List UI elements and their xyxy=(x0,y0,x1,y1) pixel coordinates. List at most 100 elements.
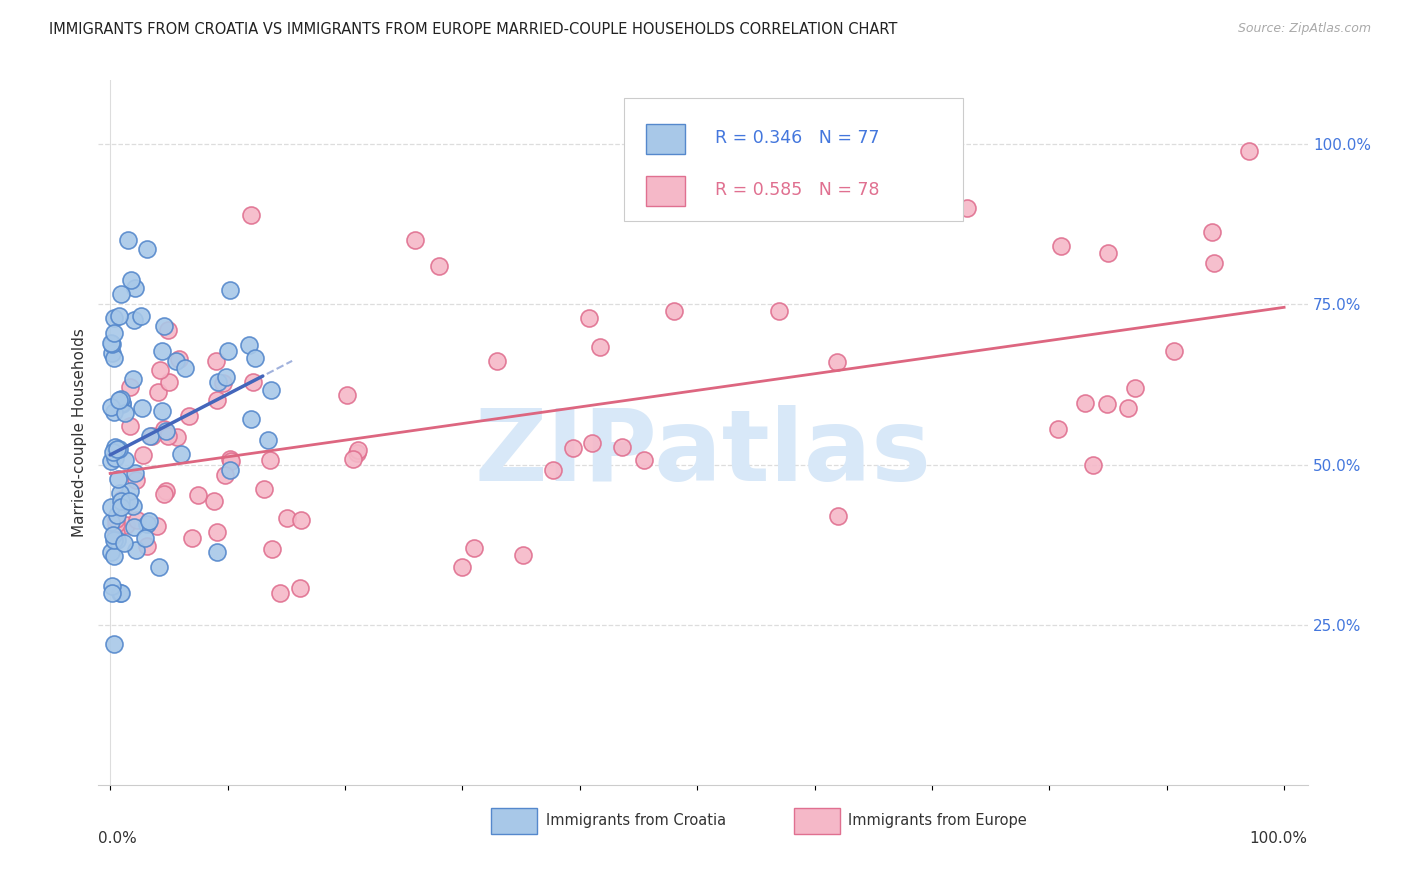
Point xyxy=(100,545,122,559)
Point xyxy=(108,485,131,500)
Point xyxy=(104,450,127,465)
Point xyxy=(100,337,122,351)
Point xyxy=(202,493,225,508)
Point xyxy=(165,353,187,368)
Point xyxy=(181,532,204,546)
Point xyxy=(212,376,235,391)
Point xyxy=(956,202,979,216)
Point xyxy=(451,560,474,574)
Point xyxy=(136,242,159,256)
Point xyxy=(114,453,136,467)
Point xyxy=(664,303,686,318)
FancyBboxPatch shape xyxy=(793,807,839,834)
Point xyxy=(219,454,242,468)
Point xyxy=(153,319,176,334)
Point xyxy=(204,354,226,368)
Point xyxy=(827,508,849,523)
Point xyxy=(205,393,228,408)
Point xyxy=(111,397,134,411)
Point xyxy=(218,463,240,477)
Text: 100.0%: 100.0% xyxy=(1250,830,1308,846)
Point xyxy=(105,525,128,540)
Point xyxy=(157,323,180,337)
Point xyxy=(100,336,122,351)
Point xyxy=(122,372,145,386)
Point xyxy=(110,586,132,600)
Point xyxy=(150,403,173,417)
Point xyxy=(118,418,141,433)
Point xyxy=(768,304,790,318)
Point xyxy=(110,396,132,410)
Point xyxy=(110,493,132,508)
Point xyxy=(105,442,128,456)
Point xyxy=(100,516,122,530)
Text: 0.0%: 0.0% xyxy=(98,830,138,846)
FancyBboxPatch shape xyxy=(647,177,685,206)
Point xyxy=(1095,397,1118,411)
Point xyxy=(105,508,128,523)
Point xyxy=(120,273,142,287)
Point xyxy=(167,351,190,366)
Point xyxy=(110,286,132,301)
Point xyxy=(107,392,129,407)
Point xyxy=(276,511,298,525)
Point xyxy=(463,541,485,555)
Point xyxy=(136,516,159,531)
Point xyxy=(173,360,195,375)
Point xyxy=(486,354,509,368)
Point xyxy=(117,494,139,508)
Point xyxy=(157,429,180,443)
Point xyxy=(114,406,136,420)
Point xyxy=(288,581,311,595)
Point xyxy=(581,436,603,450)
Point xyxy=(217,344,239,359)
Point xyxy=(103,549,125,563)
Point xyxy=(152,344,174,359)
Point xyxy=(103,527,125,541)
Point xyxy=(240,208,263,222)
Point xyxy=(219,452,242,467)
Point xyxy=(155,484,177,499)
Point xyxy=(153,422,176,436)
Point xyxy=(1237,144,1260,158)
Point xyxy=(110,392,132,406)
Point xyxy=(108,310,131,324)
Point xyxy=(105,533,128,548)
Point xyxy=(253,482,276,496)
Point xyxy=(243,351,266,366)
Point xyxy=(103,326,125,341)
Point xyxy=(122,312,145,326)
Point xyxy=(105,512,128,526)
Point xyxy=(242,375,264,389)
Point xyxy=(117,234,139,248)
Point xyxy=(100,500,122,514)
Point xyxy=(155,425,177,439)
Point xyxy=(100,401,122,415)
Y-axis label: Married-couple Households: Married-couple Households xyxy=(72,328,87,537)
Point xyxy=(170,447,193,461)
Point xyxy=(215,369,238,384)
Point xyxy=(1049,239,1071,253)
Point xyxy=(157,375,180,389)
Point xyxy=(100,579,122,593)
Point xyxy=(1116,401,1139,416)
Point xyxy=(124,542,146,557)
Point xyxy=(612,440,634,454)
Point xyxy=(105,517,128,532)
FancyBboxPatch shape xyxy=(647,124,685,153)
Point xyxy=(127,513,149,527)
Point xyxy=(336,387,359,401)
Point xyxy=(1123,382,1146,396)
Point xyxy=(124,466,146,480)
Point xyxy=(1074,396,1097,410)
Point xyxy=(103,351,125,365)
FancyBboxPatch shape xyxy=(624,98,963,221)
Point xyxy=(260,542,283,557)
Text: R = 0.585   N = 78: R = 0.585 N = 78 xyxy=(716,180,880,199)
Point xyxy=(118,484,141,499)
Point xyxy=(101,586,124,600)
Point xyxy=(541,463,564,477)
Point xyxy=(112,535,135,549)
Point xyxy=(342,451,364,466)
Point xyxy=(257,433,280,447)
